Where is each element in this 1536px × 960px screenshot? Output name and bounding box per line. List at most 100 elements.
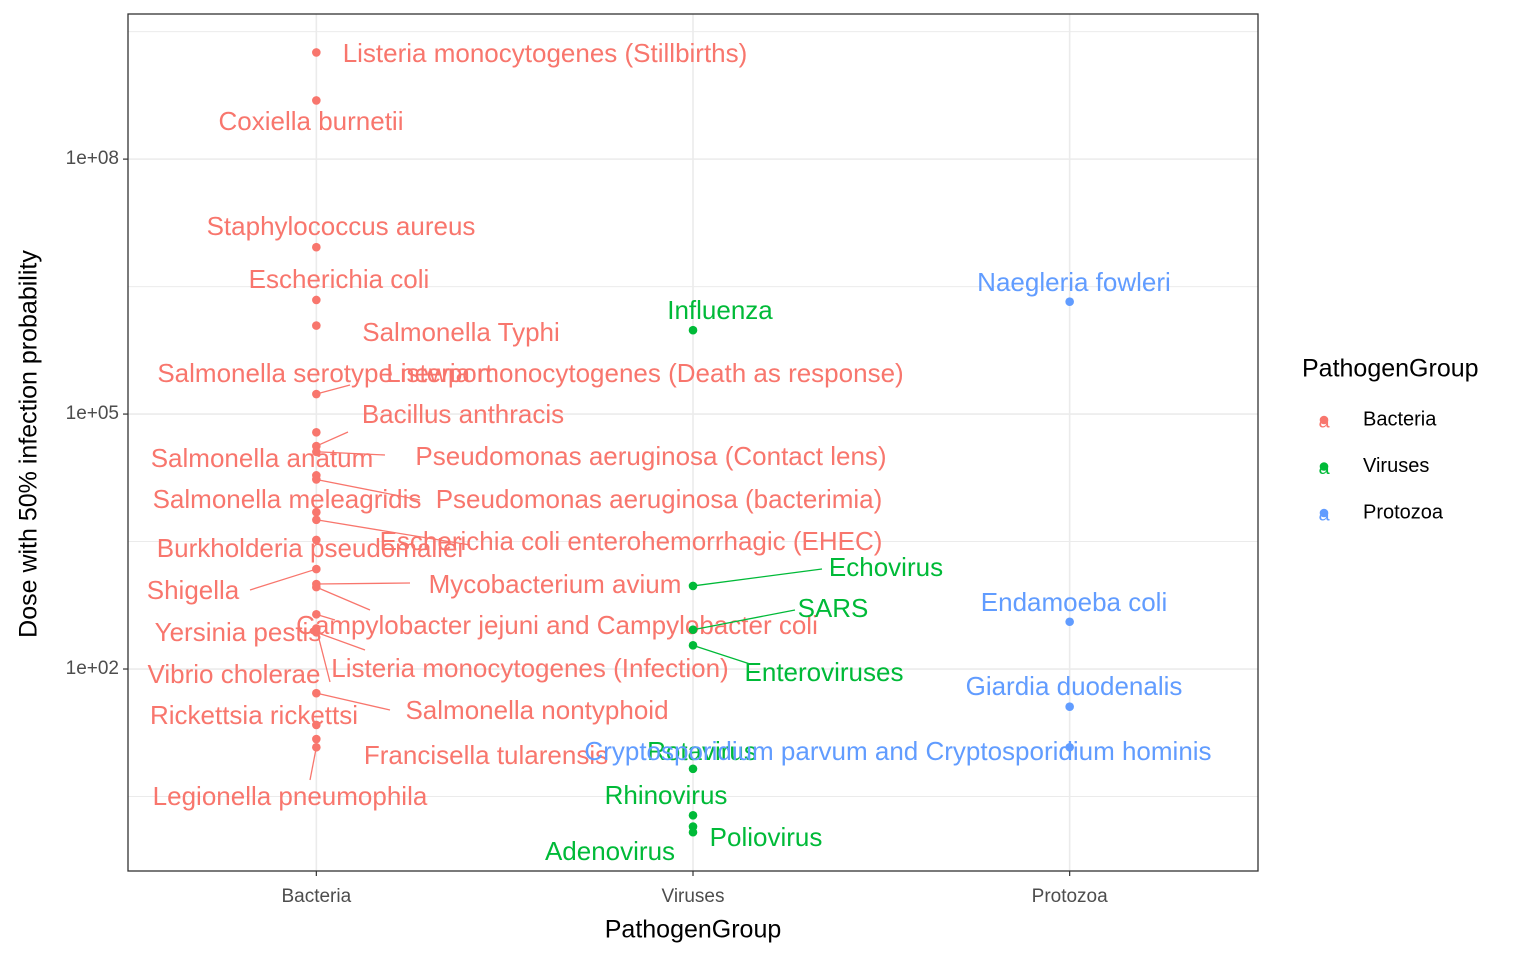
point-label: Rotavirus — [647, 736, 757, 766]
x-tick-label: Viruses — [661, 886, 724, 907]
label-segment — [249, 568, 317, 591]
point-label: Salmonella serotype newport — [157, 358, 493, 388]
point-label: Pseudomonas aeruginosa (bacterimia) — [436, 484, 883, 514]
point — [688, 581, 698, 591]
point-label: SARS — [798, 593, 869, 623]
y-tick-label: 1e+08 — [66, 148, 119, 169]
label-segment — [316, 431, 349, 447]
point — [1065, 617, 1074, 627]
point-label: Pseudomonas aeruginosa (Contact lens) — [415, 441, 886, 471]
label-segment — [316, 586, 371, 611]
point-label: Salmonella anatum — [151, 443, 374, 473]
legend-key-point — [1319, 508, 1329, 518]
point — [1065, 297, 1074, 306]
point-label: Rhinovirus — [605, 780, 728, 810]
point — [312, 628, 321, 637]
point — [312, 447, 321, 457]
point-label: Rickettsia rickettsi — [150, 700, 358, 730]
legend-key-point — [1319, 415, 1329, 425]
point-label: Adenovirus — [545, 836, 675, 866]
point — [312, 564, 321, 574]
point — [312, 295, 321, 305]
label-segment — [316, 692, 391, 711]
label-segment — [316, 582, 411, 585]
legend-key-point — [1319, 462, 1329, 471]
point — [312, 48, 321, 57]
point-label: Shigella — [147, 575, 240, 605]
point-label: Listeria monocytogenes (Stillbirths) — [343, 38, 748, 68]
point — [688, 764, 698, 774]
point-label: Bacillus anthracis — [362, 399, 564, 429]
label-segment — [309, 747, 317, 781]
label-segment — [315, 628, 331, 683]
legend-title: PathogenGroup — [1302, 355, 1479, 383]
point-label: Campylobacter jejuni and Campylobacter c… — [296, 610, 818, 640]
label-segment — [316, 451, 386, 456]
series-2: Naegleria fowleri Endamoeba coli Giardia d… — [584, 267, 1211, 766]
point-label: Listeria monocytogenes (Death as respons… — [386, 358, 903, 388]
series-0: Listeria monocytogenes (Stillbirths) Coxi… — [147, 38, 904, 811]
point — [312, 582, 321, 592]
point-label: Cryptosporidium parvum and Cryptosporidi… — [584, 736, 1211, 766]
point-label: Poliovirus — [710, 822, 823, 852]
label-segment — [692, 609, 796, 631]
point — [312, 610, 321, 619]
point-label: Endamoeba coli — [981, 587, 1167, 617]
point — [312, 507, 321, 517]
point-label: Influenza — [667, 295, 773, 325]
label-segment — [692, 568, 823, 587]
legend-key-glyph: a — [1318, 457, 1330, 479]
legend-label: Bacteria — [1363, 408, 1437, 430]
point — [312, 515, 321, 525]
legend-label: Viruses — [1363, 455, 1429, 477]
point — [688, 810, 698, 820]
point — [312, 720, 321, 730]
point-label: Coxiella burnetii — [219, 106, 404, 136]
point-label: Listeria monocytogenes (Infection) — [331, 653, 728, 683]
point — [688, 625, 698, 635]
label-segment — [692, 644, 751, 665]
point-label: Escherichia coli — [249, 264, 430, 294]
legend-label: Protozoa — [1363, 501, 1444, 523]
point — [688, 827, 698, 837]
label-segment — [316, 519, 471, 546]
point — [312, 535, 321, 545]
label-segment — [316, 631, 366, 651]
point-label: Giardia duodenalis — [966, 671, 1183, 701]
point-label: Yersinia pestis — [155, 617, 322, 647]
grid — [128, 14, 1258, 871]
point-label: Enteroviruses — [745, 657, 904, 687]
legend-key-glyph: a — [1318, 503, 1330, 525]
point — [688, 325, 698, 335]
point — [312, 321, 321, 330]
y-tick-label: 1e+02 — [66, 658, 119, 679]
series-1: Influenza Echovirus SARS Enteroviruses Rotav… — [545, 295, 943, 866]
x-axis-title: PathogenGroup — [605, 916, 782, 944]
point-label: Salmonella meleagridis — [153, 484, 422, 514]
point-label: Mycobacterium avium — [429, 569, 682, 599]
y-axis-title: Dose with 50% infection probability — [15, 250, 43, 638]
point-label: Salmonella Typhi — [362, 317, 560, 347]
point — [312, 742, 321, 752]
point — [312, 734, 321, 744]
point-label: Francisella tularensis — [364, 740, 608, 770]
panel-border — [127, 13, 1259, 872]
x-tick-label: Bacteria — [281, 886, 351, 907]
point — [688, 641, 698, 650]
label-segment — [316, 384, 351, 395]
y-tick-label: 1e+05 — [66, 403, 119, 424]
point — [1065, 702, 1074, 712]
point-label: Salmonella nontyphoid — [405, 695, 668, 725]
point-label: Burkholderia pseudomallei — [157, 533, 463, 563]
point — [312, 688, 321, 698]
x-tick-label: Protozoa — [1032, 886, 1108, 907]
point — [312, 389, 321, 399]
point-label: Escherichia coli enterohemorrhagic (EHEC… — [380, 526, 883, 556]
legend-key-glyph: a — [1318, 410, 1330, 432]
point-label: Staphylococcus aureus — [207, 211, 476, 241]
point-label: Legionella pneumophila — [153, 781, 428, 811]
point — [312, 475, 321, 484]
point — [1065, 742, 1074, 752]
label-segment — [316, 478, 421, 501]
